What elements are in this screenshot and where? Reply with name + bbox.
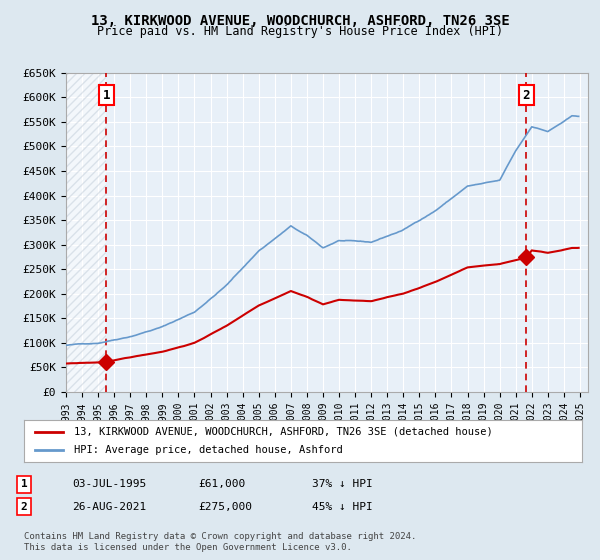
Bar bbox=[66, 73, 106, 392]
Text: Contains HM Land Registry data © Crown copyright and database right 2024.
This d: Contains HM Land Registry data © Crown c… bbox=[24, 532, 416, 552]
Text: 2: 2 bbox=[20, 502, 28, 512]
Text: 45% ↓ HPI: 45% ↓ HPI bbox=[312, 502, 373, 512]
Text: 1: 1 bbox=[103, 88, 110, 102]
Text: 03-JUL-1995: 03-JUL-1995 bbox=[72, 479, 146, 489]
Text: 2: 2 bbox=[523, 88, 530, 102]
Text: 13, KIRKWOOD AVENUE, WOODCHURCH, ASHFORD, TN26 3SE (detached house): 13, KIRKWOOD AVENUE, WOODCHURCH, ASHFORD… bbox=[74, 427, 493, 437]
Text: Price paid vs. HM Land Registry's House Price Index (HPI): Price paid vs. HM Land Registry's House … bbox=[97, 25, 503, 38]
Text: 26-AUG-2021: 26-AUG-2021 bbox=[72, 502, 146, 512]
Text: 1: 1 bbox=[20, 479, 28, 489]
Text: £61,000: £61,000 bbox=[198, 479, 245, 489]
Text: 37% ↓ HPI: 37% ↓ HPI bbox=[312, 479, 373, 489]
Bar bbox=[66, 73, 106, 392]
Text: 13, KIRKWOOD AVENUE, WOODCHURCH, ASHFORD, TN26 3SE: 13, KIRKWOOD AVENUE, WOODCHURCH, ASHFORD… bbox=[91, 14, 509, 28]
Text: HPI: Average price, detached house, Ashford: HPI: Average price, detached house, Ashf… bbox=[74, 445, 343, 455]
Text: £275,000: £275,000 bbox=[198, 502, 252, 512]
